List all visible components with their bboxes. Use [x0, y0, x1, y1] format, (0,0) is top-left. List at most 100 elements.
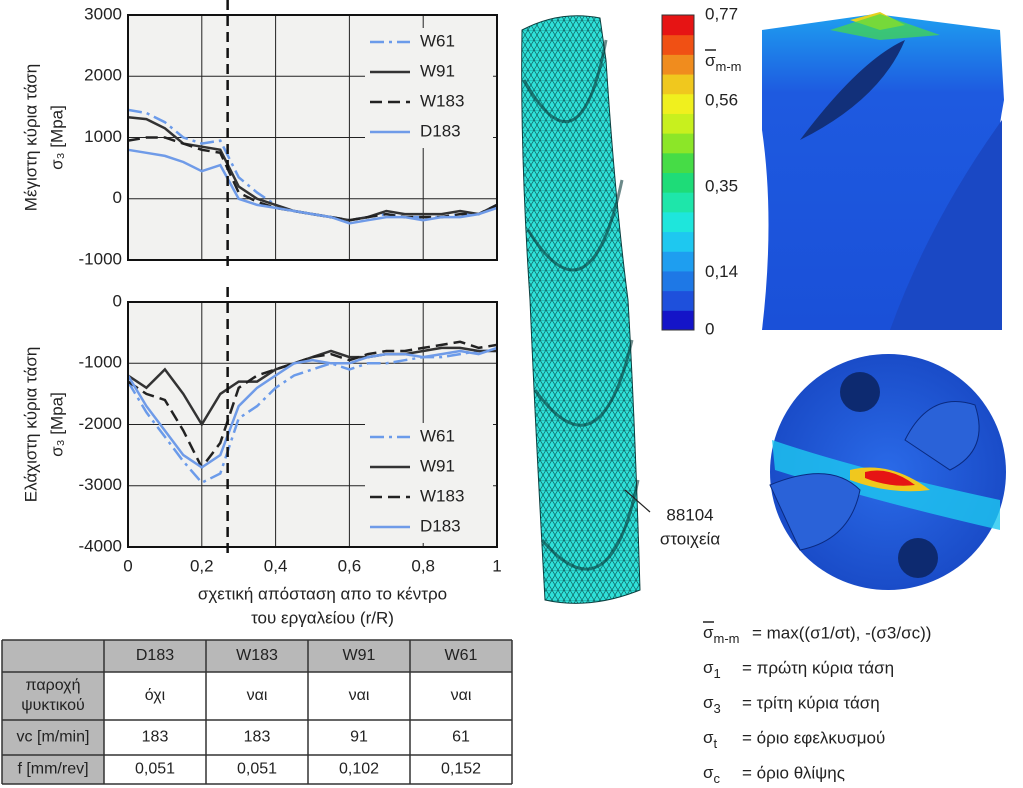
legend-label: W61 — [420, 426, 455, 445]
legend-label: W183 — [420, 91, 464, 110]
colorbar-frame — [661, 14, 695, 331]
symbol-base: σ — [703, 763, 714, 782]
table-cell: 0,051 — [237, 761, 277, 778]
symbol: σm-m — [703, 623, 740, 646]
definition-text: = όριο εφελκυσμού — [742, 728, 885, 747]
x-tick-label: 0,4 — [264, 556, 288, 575]
definition-text: = τρίτη κύρια τάση — [742, 693, 880, 712]
legend-label: W183 — [420, 486, 464, 505]
symbol-base: σ — [703, 728, 714, 747]
drill-tip-image — [762, 12, 1004, 330]
table-rowhead-bg — [2, 672, 104, 784]
symbol-sub: m-m — [714, 631, 740, 646]
series-line — [127, 148, 498, 225]
legend-label: W91 — [420, 456, 455, 475]
y-axis-label: Ελάχιστη κύρια τάση — [21, 347, 40, 503]
table-row-label: παροχή — [26, 677, 81, 694]
definition-text: = max((σ1/σt), -(σ3/σc)) — [752, 623, 931, 642]
y-tick-label: 2000 — [84, 66, 122, 85]
table-header: W183 — [236, 647, 278, 664]
legend-label: W91 — [420, 61, 455, 80]
y-tick-label: 0 — [113, 291, 122, 310]
table-header-bg — [2, 640, 512, 672]
legend-label: D183 — [420, 516, 461, 535]
symbol-sub: t — [714, 736, 718, 751]
table-row-label: f [mm/rev] — [17, 761, 88, 778]
table-cell: 0,051 — [135, 761, 175, 778]
x-axis-label: του εργαλείου (r/R) — [251, 608, 394, 627]
table-cell: 0,102 — [339, 761, 379, 778]
y-tick-label: -4000 — [79, 536, 122, 555]
table-cell: 0,152 — [441, 761, 481, 778]
mesh-count: 88104 — [666, 505, 713, 524]
x-tick-label: 0,8 — [411, 556, 435, 575]
y-tick-label: -1000 — [79, 249, 122, 268]
colorbar-tick-label: 0,14 — [705, 262, 738, 281]
colorbar-segment — [662, 74, 694, 95]
symbol: σ1 — [703, 658, 721, 681]
colorbar-segment — [662, 54, 694, 75]
colorbar-segment — [662, 231, 694, 252]
y-tick-label: -2000 — [79, 414, 122, 433]
table-cell: 91 — [350, 729, 368, 746]
definition-text: = όριο θλίψης — [742, 763, 845, 782]
x-tick-label: 0,2 — [190, 556, 214, 575]
colorbar-segment — [662, 192, 694, 213]
legend-label: D183 — [420, 121, 461, 140]
table-row-label: ψυκτικού — [21, 697, 84, 714]
table-cell: 61 — [452, 729, 470, 746]
symbol: σt — [703, 728, 718, 751]
y-tick-label: 3000 — [84, 4, 122, 23]
y-tick-label: -1000 — [79, 353, 122, 372]
y-tick-label: -3000 — [79, 475, 122, 494]
y-axis-label: σ₃ [Mpa] — [47, 392, 66, 457]
symbol-base: σ — [703, 623, 714, 642]
colorbar-segment — [662, 152, 694, 173]
table: D183 W183 W91 W61 παροχή ψυκτικού όχι ναι ναι ναι… — [1, 639, 513, 785]
legend-bg — [365, 88, 493, 118]
x-tick-label: 0 — [123, 556, 132, 575]
colorbar-tick-label: 0,35 — [705, 176, 738, 195]
colorbar-segment — [662, 172, 694, 193]
x-tick-label: 1 — [492, 556, 501, 575]
y-tick-label: 0 — [113, 188, 122, 207]
x-tick-label: 0,6 — [338, 556, 362, 575]
table-header: W61 — [445, 647, 478, 664]
colorbar-segment — [662, 113, 694, 134]
symbol: σc — [703, 763, 721, 786]
table-cell: ναι — [349, 687, 370, 704]
symbol-sub: m-m — [716, 59, 742, 74]
mesh-image — [521, 15, 651, 604]
series-line — [127, 346, 497, 427]
colorbar-segment — [662, 251, 694, 272]
symbol-base: σ — [703, 693, 714, 712]
colorbar-tick-label: 0 — [705, 319, 714, 338]
colorbar-segment — [662, 133, 694, 154]
table-cell: ναι — [451, 687, 472, 704]
symbol-base: σ — [705, 51, 716, 70]
table-header: W91 — [343, 647, 376, 664]
legend-bg — [365, 483, 493, 513]
y-tick-label: 1000 — [84, 127, 122, 146]
cross-section-image — [769, 354, 1006, 590]
symbol-sub: 3 — [714, 701, 721, 716]
symbol-sub: 1 — [714, 666, 721, 681]
symbol: σm-m — [705, 51, 742, 74]
colorbar-segment — [662, 310, 694, 331]
legend-bg — [365, 28, 493, 58]
colorbar-segment — [662, 15, 694, 36]
series-line — [126, 346, 498, 469]
x-axis-label: σχετική απόσταση απο το κέντρο — [198, 584, 447, 603]
series-line — [127, 340, 498, 470]
colorbar-tick-label: 0,56 — [705, 90, 738, 109]
table-cell: όχι — [145, 687, 166, 704]
symbol-base: σ — [703, 658, 714, 677]
legend-label: W61 — [420, 31, 455, 50]
y-axis-label: σ₃ [Mpa] — [47, 105, 66, 170]
table-header: D183 — [136, 647, 174, 664]
table-cell: 183 — [142, 729, 169, 746]
table-cell: ναι — [247, 687, 268, 704]
table-row-label: vc [m/min] — [17, 729, 90, 746]
mesh-label: στοιχεία — [660, 529, 720, 548]
